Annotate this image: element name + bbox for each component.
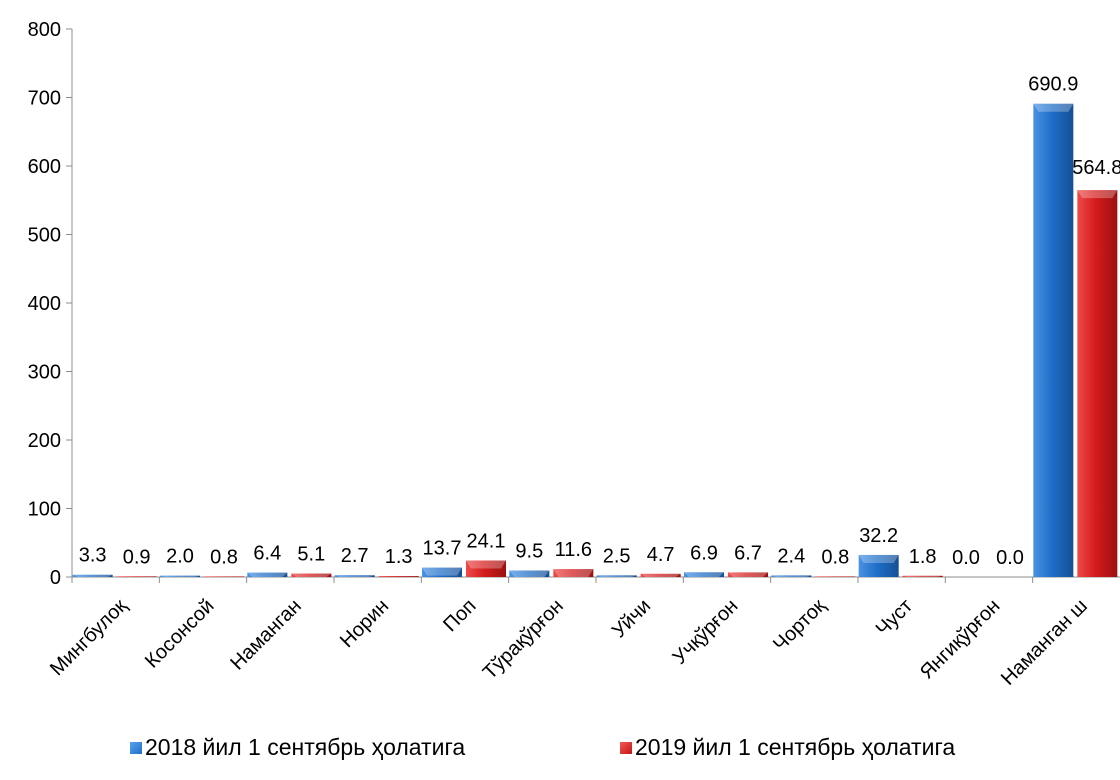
bar [728,572,768,577]
y-tick-label: 500 [28,225,61,247]
bar-cap [858,554,899,563]
bar [771,575,812,577]
bar-cap [902,575,943,577]
bar [72,574,113,577]
bar-chart: 0 100 200 300 400 500 600 700 800 Мингбулоқ 3.3 0.… [28,19,1120,690]
x-category-label: Поп [439,595,480,636]
y-tick-label: 800 [28,19,61,41]
x-category-label: Чортоқ [769,595,830,656]
legend-item-2019: 2019 йил 1 сентябрь ҳолатига [620,734,955,761]
y-tick-label: 0 [50,567,61,589]
data-label: 2.7 [341,545,369,567]
x-category-label: Чуст [872,595,917,640]
x-category-label: Наманган ш [997,595,1092,690]
data-label: 6.7 [734,542,762,564]
bar-cap [291,573,332,577]
y-tick-label: 100 [28,499,61,521]
x-category-label: Мингбулоқ [46,595,131,680]
data-label: 2.4 [777,545,805,567]
bar-cap [247,572,288,577]
data-label: 6.9 [690,542,718,564]
data-label: 6.4 [253,543,281,565]
data-label: 13.7 [423,538,462,560]
legend-swatch-2018 [130,741,142,754]
bar [858,554,899,577]
bar [684,572,724,577]
legend-swatch-2019 [620,741,632,754]
bar [204,576,244,577]
bar [247,572,288,577]
data-label: 2.5 [603,545,631,567]
data-label: 11.6 [555,539,592,561]
bar [466,560,506,577]
legend-item-2018: 2018 йил 1 сентябрь ҳолатига [130,734,465,761]
bar-cap [334,575,375,577]
data-label: 0.9 [123,546,151,568]
data-label: 5.1 [297,544,325,566]
data-label: 0.0 [952,547,980,569]
x-category-label: Учқўрғон [669,595,743,669]
data-label: 3.3 [79,545,107,567]
data-label: 9.5 [515,540,543,562]
data-label: 4.7 [647,544,675,566]
bar [334,575,375,577]
x-category-label: Уйчи [608,595,655,642]
bar-cap [160,575,200,577]
x-category-label: Тўрақўрғон [479,595,568,684]
bar [116,576,157,577]
data-label: 1.3 [385,546,413,568]
data-label: 0.8 [821,546,849,568]
bar [422,567,462,577]
legend-label-2019: 2019 йил 1 сентябрь ҳолатига [635,734,956,760]
bar-cap [728,572,768,577]
data-label: 2.0 [166,546,194,568]
data-label: 0.8 [210,546,238,568]
bar [160,575,200,577]
bar-cap [509,570,550,577]
bar [902,575,943,577]
legend: 2018 йил 1 сентябрь ҳолатига 2019 йил 1 … [0,728,1120,768]
bar-cap [466,560,506,569]
bar-cap [596,575,637,577]
bar-cap [640,573,681,577]
bar-cap [771,575,812,577]
bar-cap [553,569,594,577]
bar-cap [1033,103,1074,112]
bar [596,575,637,577]
data-label: 690.9 [1028,74,1078,96]
bar [291,573,332,577]
bar-cap [72,574,113,577]
bar [1077,190,1118,577]
bar [1033,103,1074,578]
bar [378,576,419,577]
bar-cap [684,572,724,577]
legend-label-2018: 2018 йил 1 сентябрь ҳолатига [145,734,466,760]
bar [553,569,594,577]
x-category-label: Косонсой [141,595,219,673]
bar-cap [1077,190,1118,199]
y-tick-label: 300 [28,362,61,384]
y-tick-label: 600 [28,156,61,178]
data-label: 32.2 [859,525,898,547]
bar [640,573,681,577]
x-category-label: Норин [336,595,393,652]
bar-cap [422,567,462,576]
data-label: 0.0 [996,547,1024,569]
bar [815,576,856,577]
x-category-label: Наманган [226,595,306,675]
y-tick-label: 700 [28,88,61,110]
x-category-label: Янгиқўрғон [916,595,1005,684]
data-label: 1.8 [909,546,937,568]
y-tick-label: 200 [28,430,61,452]
data-label: 24.1 [467,530,506,552]
bar [509,570,550,577]
data-label: 564.8 [1072,157,1120,179]
y-tick-label: 400 [28,293,61,315]
